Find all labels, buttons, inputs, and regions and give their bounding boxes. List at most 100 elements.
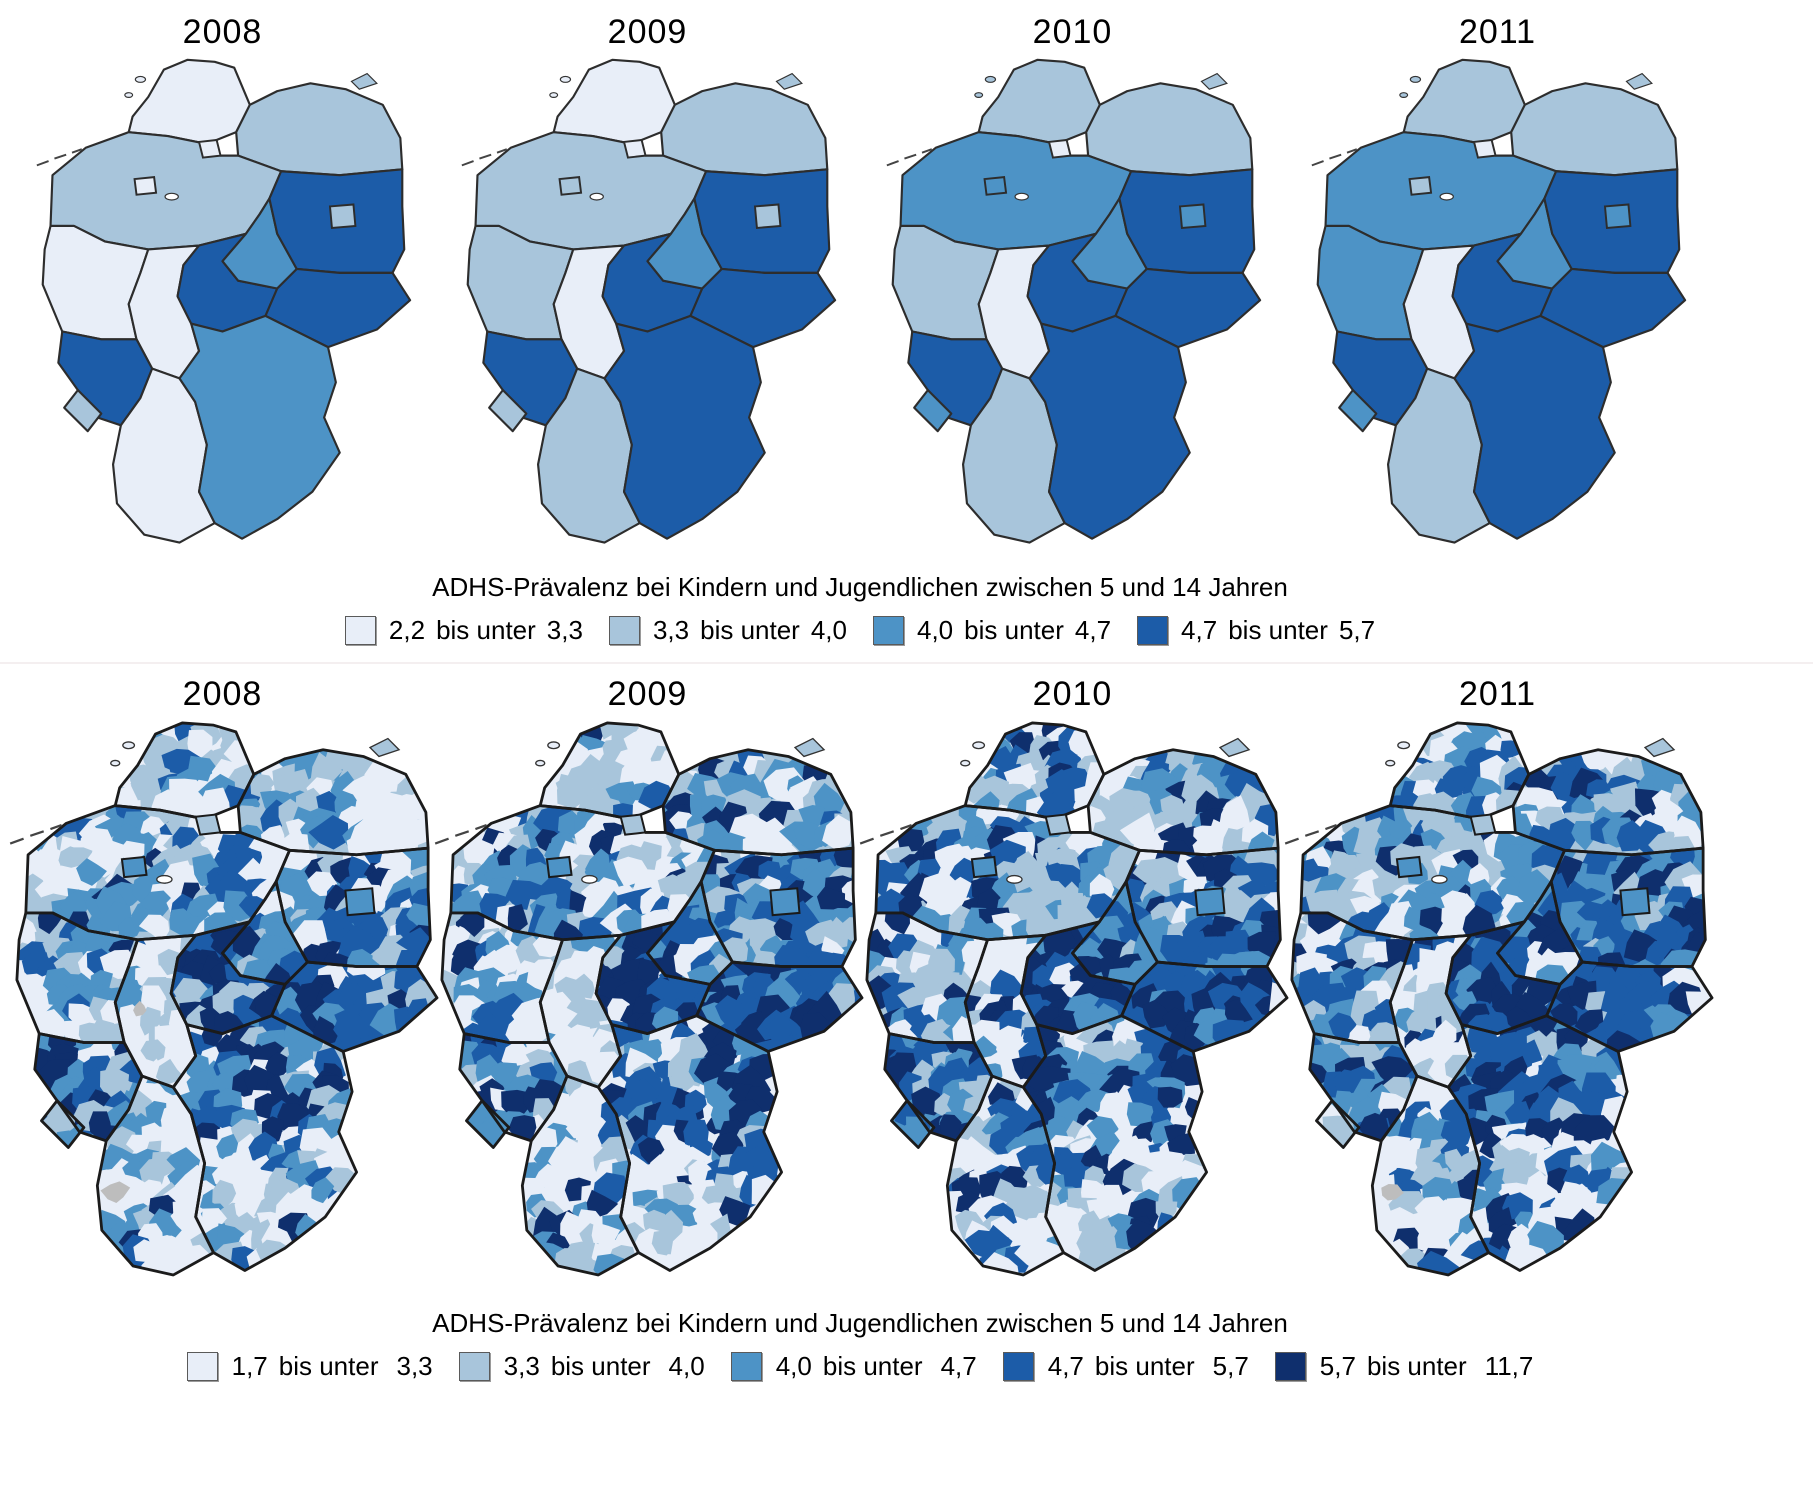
state-border-SL	[1315, 1099, 1361, 1149]
frisian-islands-icon	[461, 148, 508, 167]
district-map-col-2011: 2011	[1284, 664, 1714, 1302]
state-border-BY	[596, 1014, 783, 1272]
island-icon	[972, 741, 986, 750]
legend-to: 4,0	[668, 1351, 705, 1381]
state-MV	[660, 82, 829, 177]
state-border-BY	[171, 1014, 358, 1272]
district-mosaic-SN	[1546, 962, 1713, 1052]
state-BY	[178, 314, 341, 540]
district-mosaic-BB	[1551, 848, 1706, 967]
germany-state-map-2008	[27, 54, 418, 566]
district-map-col-2010: 2010	[859, 664, 1289, 1302]
legend-swatch-class1	[186, 1352, 218, 1381]
section-divider	[0, 662, 1813, 664]
district-mosaic-SN	[1121, 962, 1288, 1052]
ruegen-island-icon	[1218, 737, 1251, 758]
legend-to: 4,0	[810, 615, 847, 645]
state-BE	[753, 203, 782, 229]
state-maps-caption: ADHS-Prävalenz bei Kindern und Jugendlic…	[432, 572, 1288, 602]
legend-from: 1,7	[231, 1351, 268, 1381]
ruegen-island-icon	[793, 737, 826, 758]
no-data-district	[1381, 1184, 1404, 1201]
state-BE	[1178, 203, 1207, 229]
island-icon	[110, 759, 121, 767]
lake-steinhude-icon	[581, 874, 598, 884]
district-mosaic-TH	[1021, 921, 1136, 1034]
legend-swatch-class2	[608, 616, 640, 645]
district-maps-legend: 1,7 bis unter 3,3 3,3 bis unter 4,0 4,0 …	[10, 1351, 1710, 1382]
legend-swatch-class4	[1002, 1352, 1034, 1381]
island-icon	[124, 92, 134, 98]
state-BE	[1603, 203, 1632, 229]
state-HH	[1472, 138, 1497, 159]
state-HH	[622, 138, 647, 159]
year-title: 2009	[607, 13, 688, 51]
state-SH	[1402, 58, 1526, 145]
germany-district-map-2011	[1274, 716, 1721, 1302]
germany-district-map-svg	[1284, 721, 1714, 1277]
ruegen-island-icon	[1200, 72, 1228, 90]
state-HB	[970, 855, 998, 879]
island-icon	[535, 759, 546, 767]
year-title: 2011	[1458, 13, 1537, 51]
legend-item: 4,0 bis unter 4,7	[873, 615, 1111, 646]
state-HH	[197, 138, 222, 159]
state-HH	[194, 813, 222, 836]
legend-from: 4,7	[1047, 1351, 1084, 1381]
state-BE	[1194, 887, 1226, 917]
district-mosaic-NW	[1291, 912, 1413, 1043]
germany-district-map-svg	[434, 721, 864, 1277]
year-title: 2009	[607, 675, 688, 713]
legend-item: 3,3 bis unter 4,0	[458, 1351, 705, 1382]
state-HB	[558, 176, 583, 196]
legend-from: 3,3	[503, 1351, 540, 1381]
state-BY	[1453, 314, 1616, 540]
district-map-col-2009: 2009	[434, 664, 864, 1302]
no-data-district	[133, 1000, 147, 1017]
district-mosaic-RP	[1309, 1033, 1418, 1141]
frisian-islands-icon	[1284, 824, 1337, 845]
legend-connector: bis unter	[278, 1351, 379, 1381]
legend-connector: bis unter	[964, 615, 1064, 645]
state-SL	[1338, 389, 1378, 433]
state-SH	[127, 58, 251, 145]
lake-steinhude-icon	[1014, 192, 1029, 201]
frisian-islands-icon	[434, 824, 487, 845]
island-icon	[134, 75, 147, 83]
lake-steinhude-icon	[1431, 874, 1448, 884]
island-icon	[1399, 92, 1409, 98]
state-BY	[603, 314, 766, 540]
legend-connector: bis unter	[1094, 1351, 1195, 1381]
state-border-BY	[1446, 1014, 1633, 1272]
year-title: 2010	[1032, 13, 1113, 51]
legend-item: 4,0 bis unter 4,7	[730, 1351, 977, 1382]
state-HH	[1469, 813, 1497, 836]
legend-connector: bis unter	[436, 615, 536, 645]
legend-to: 4,7	[940, 1351, 977, 1381]
legend-item: 1,7 bis unter 3,3	[186, 1351, 433, 1382]
legend-swatch-class5	[1274, 1352, 1306, 1381]
state-map-col-2011: 2011	[1285, 4, 1710, 566]
legend-swatch-class1	[344, 616, 376, 645]
state-map-col-2008: 2008	[10, 4, 435, 566]
frisian-islands-icon	[36, 148, 83, 167]
state-MV	[1085, 82, 1254, 177]
year-title: 2010	[1032, 675, 1113, 713]
district-map-col-2008: 2008	[9, 664, 439, 1302]
legend-from: 3,3	[652, 615, 690, 645]
legend-swatch-class4	[1137, 616, 1169, 645]
legend-swatch-class2	[458, 1352, 490, 1381]
legend-to: 11,7	[1484, 1351, 1534, 1381]
legend-from: 4,0	[775, 1351, 812, 1381]
year-title: 2008	[182, 675, 263, 713]
legend-item: 2,2 bis unter 3,3	[344, 615, 583, 646]
state-border-BY	[1021, 1014, 1208, 1272]
state-border-SL	[890, 1099, 936, 1149]
district-mosaic-ST	[222, 881, 308, 985]
state-MV	[1510, 82, 1679, 177]
island-icon	[960, 759, 971, 767]
legend-item: 5,7 bis unter 11,7	[1274, 1351, 1534, 1382]
ruegen-island-icon	[368, 737, 401, 758]
state-HH	[1044, 813, 1072, 836]
state-BE	[328, 203, 357, 229]
